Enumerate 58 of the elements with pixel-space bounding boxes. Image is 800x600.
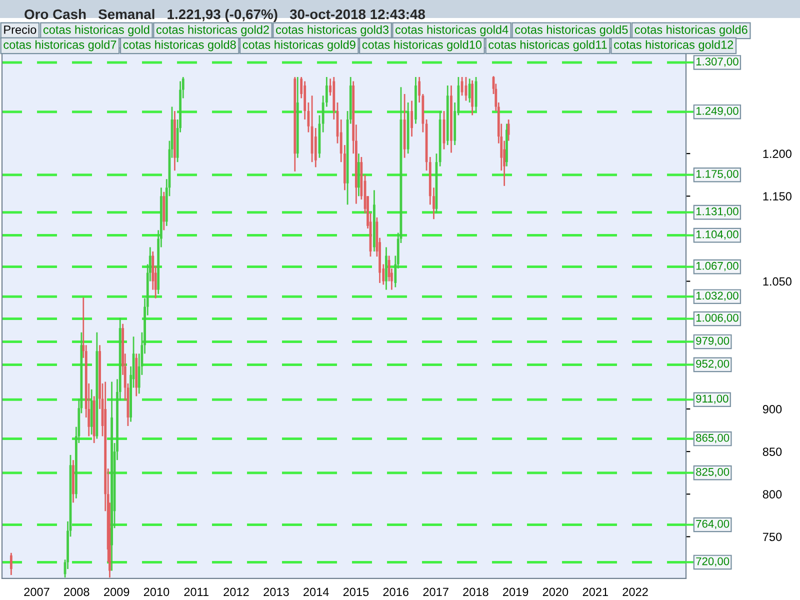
- x-tick-label: 2010: [144, 588, 170, 596]
- y-tick-label: 850: [762, 448, 782, 456]
- annotation: cotas historicas gold12: [614, 40, 734, 52]
- text: cotas historicas gold5: [515, 25, 628, 36]
- y-tick-label: 800: [762, 490, 782, 499]
- y-tick-label: 900: [762, 405, 782, 414]
- ref-line-label: 764,00: [696, 520, 730, 530]
- text: cotas historicas gold6: [634, 25, 748, 36]
- ref-line-label: 911,00: [696, 394, 728, 404]
- annotation: cotas historicas gold10: [362, 40, 482, 52]
- x-tick-label: 2009: [104, 588, 130, 596]
- annotation: cotas historicas gold9: [242, 40, 356, 52]
- chart-title: Oro Cash Semanal 1.221,93 (-0,67%) 30-oct-2018 12:43:48: [24, 9, 426, 22]
- y-tick-label: 1.150: [763, 192, 792, 201]
- x-tick-label: 2021: [582, 588, 608, 596]
- ref-line-label: 1.307,00: [696, 58, 738, 67]
- ref-line-label: 952,00: [696, 360, 730, 370]
- ref-line-label: 1.067,00: [696, 262, 738, 272]
- ref-line-label: 1.175,00: [696, 170, 738, 180]
- annotation: cotas historicas gold8: [123, 40, 236, 52]
- x-tick-label: 2011: [184, 588, 208, 596]
- y-tick-label: 750: [762, 532, 782, 542]
- x-tick-label: 2008: [64, 588, 90, 596]
- candlestick: [10, 552, 12, 576]
- x-tick-label: 2020: [542, 588, 568, 596]
- ref-line-label: 865,00: [696, 434, 730, 444]
- y-tick-label: 1.200: [763, 150, 792, 158]
- candlestick: [507, 118, 510, 142]
- ref-line-label: 1.032,00: [696, 292, 738, 301]
- text: cotas historicas gold2: [156, 25, 269, 36]
- ref-line-label: 825,00: [696, 468, 730, 478]
- text: cotas historicas gold: [43, 25, 150, 36]
- ref-line-label: 979,00: [696, 336, 730, 346]
- x-tick-label: 2016: [383, 588, 408, 596]
- x-tick-label: 2022: [622, 588, 648, 596]
- ref-line-label: 1.131,00: [696, 207, 738, 217]
- ref-line-label: 720,00: [696, 557, 730, 567]
- candlestick: [314, 127, 317, 168]
- text: Precio: [4, 25, 36, 34]
- x-tick-label: 2014: [304, 588, 329, 596]
- x-tick-label: 2012: [224, 588, 249, 596]
- candlestick: [471, 80, 474, 116]
- x-tick-label: 2019: [503, 588, 528, 596]
- ref-line-label: 1.104,00: [696, 230, 738, 240]
- x-tick-label: 2018: [463, 588, 488, 596]
- ref-line-label: 1.249,00: [696, 106, 738, 116]
- text: cotas historicas gold3: [276, 25, 389, 36]
- y-tick-label: 1.050: [763, 277, 792, 286]
- annotation: cotas historicas gold11: [488, 40, 607, 52]
- annotation: cotas historicas gold7: [4, 40, 116, 52]
- x-tick-label: 2017: [423, 588, 448, 596]
- x-tick-label: 2015: [343, 588, 369, 596]
- ref-line-label: 1.006,00: [696, 314, 738, 324]
- x-tick-label: 2007: [24, 588, 50, 596]
- candlestick: [468, 78, 471, 104]
- x-tick-label: 2013: [264, 588, 289, 596]
- text: cotas historicas gold4: [396, 25, 508, 36]
- candlestick: [410, 100, 413, 138]
